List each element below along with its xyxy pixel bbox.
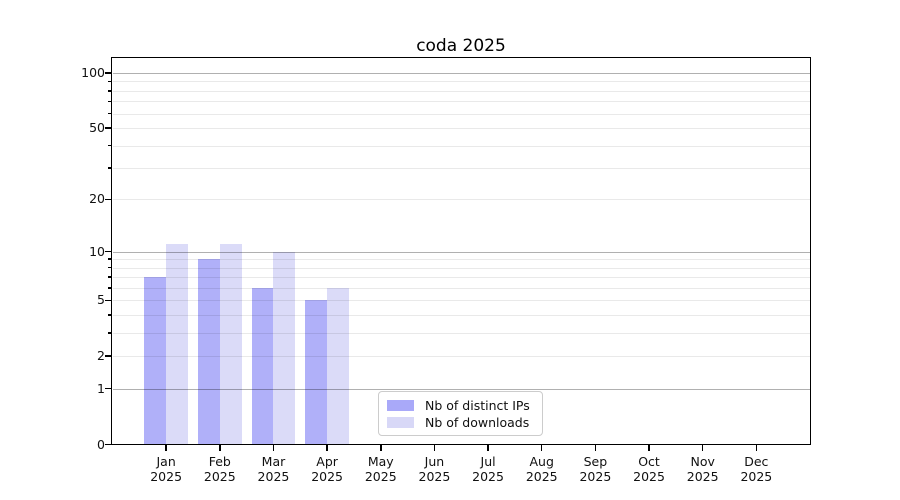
x-tick-label-jul: Jul 2025 xyxy=(472,454,504,484)
y-tick-label-10: 10 xyxy=(89,243,105,259)
gridline-minor-8 xyxy=(112,267,810,269)
gridline-minor-5 xyxy=(112,300,810,302)
gridline-minor-3 xyxy=(112,332,810,334)
y-tick-label-50: 50 xyxy=(89,120,105,136)
gridline-minor-90 xyxy=(112,81,810,83)
y-tick-0 xyxy=(104,443,112,446)
y-minortick-6 xyxy=(108,287,112,289)
chart-title: coda 2025 xyxy=(416,36,506,56)
bar-downloads-apr xyxy=(327,287,349,445)
x-tick-mar xyxy=(272,444,275,451)
bar-distinct-ips-mar xyxy=(251,287,274,445)
gridline-minor-4 xyxy=(112,314,810,316)
bar-downloads-mar xyxy=(273,251,296,445)
bar-distinct-ips-jan xyxy=(144,277,167,445)
y-tick-50 xyxy=(104,127,112,129)
x-tick-label-dec: Dec 2025 xyxy=(740,454,773,484)
x-tick-apr xyxy=(326,444,328,451)
y-minortick-40 xyxy=(108,144,112,147)
plot-area xyxy=(112,59,810,445)
gridline-minor-40 xyxy=(112,145,810,147)
legend-swatch-distinct-ips xyxy=(387,400,414,411)
x-tick-label-mar: Mar 2025 xyxy=(257,454,290,484)
gridline-minor-70 xyxy=(112,101,810,103)
x-tick-label-apr: Apr 2025 xyxy=(311,454,344,484)
gridline-minor-20 xyxy=(112,199,810,201)
y-tick-label-0: 0 xyxy=(97,436,105,452)
x-tick-may xyxy=(380,444,382,451)
x-tick-label-sep: Sep 2025 xyxy=(579,454,612,484)
gridline-minor-6 xyxy=(112,287,810,289)
x-tick-label-aug: Aug 2025 xyxy=(525,454,558,484)
y-minortick-80 xyxy=(108,90,112,92)
x-tick-aug xyxy=(540,444,543,451)
y-tick-label-5: 5 xyxy=(97,292,105,308)
gridline-major-100 xyxy=(112,73,810,75)
y-minortick-7 xyxy=(108,276,112,278)
x-tick-sep xyxy=(594,444,597,451)
x-tick-label-jan: Jan 2025 xyxy=(150,454,183,484)
legend-item-downloads: Nb of downloads xyxy=(387,414,534,431)
x-tick-feb xyxy=(219,444,221,451)
y-minortick-60 xyxy=(108,112,112,115)
gridline-minor-60 xyxy=(112,113,810,115)
y-minortick-4 xyxy=(108,314,112,316)
x-tick-jan xyxy=(165,444,167,451)
gridline-minor-2 xyxy=(112,356,810,358)
gridline-minor-50 xyxy=(112,128,810,130)
y-tick-label-20: 20 xyxy=(89,191,105,207)
bar-downloads-jan xyxy=(166,244,188,445)
bar-distinct-ips-feb xyxy=(198,259,220,445)
x-tick-nov xyxy=(701,444,704,451)
y-minortick-3 xyxy=(108,332,112,334)
y-tick-label-100: 100 xyxy=(81,65,105,81)
legend-label-downloads: Nb of downloads xyxy=(425,415,530,430)
bar-downloads-feb xyxy=(219,244,242,445)
y-minortick-90 xyxy=(108,80,112,83)
x-tick-label-feb: Feb 2025 xyxy=(203,454,236,484)
y-minortick-8 xyxy=(108,266,112,269)
x-tick-label-oct: Oct 2025 xyxy=(633,454,665,484)
y-tick-1 xyxy=(104,387,112,390)
y-tick-20 xyxy=(104,198,112,201)
y-tick-2 xyxy=(104,355,112,357)
x-tick-dec xyxy=(755,444,758,451)
y-minortick-70 xyxy=(108,100,112,103)
y-tick-label-2: 2 xyxy=(97,348,105,364)
x-tick-label-nov: Nov 2025 xyxy=(686,454,719,484)
x-tick-oct xyxy=(648,444,650,451)
gridline-minor-80 xyxy=(112,90,810,92)
gridline-major-10 xyxy=(112,251,810,253)
y-minortick-30 xyxy=(108,167,112,169)
gridline-minor-9 xyxy=(112,259,810,261)
x-tick-label-may: May 2025 xyxy=(364,454,397,484)
gridline-minor-30 xyxy=(112,168,810,170)
y-tick-5 xyxy=(104,299,112,302)
legend-swatch-downloads xyxy=(387,417,414,428)
legend: Nb of distinct IPs Nb of downloads xyxy=(378,391,543,436)
bar-distinct-ips-apr xyxy=(305,300,328,445)
x-tick-jul xyxy=(487,444,489,451)
y-minortick-9 xyxy=(108,258,112,260)
y-tick-100 xyxy=(104,72,112,74)
x-tick-label-jun: Jun 2025 xyxy=(418,454,451,484)
x-tick-jun xyxy=(433,444,436,451)
legend-label-distinct-ips: Nb of distinct IPs xyxy=(425,398,530,413)
y-tick-10 xyxy=(104,250,112,253)
legend-item-distinct-ips: Nb of distinct IPs xyxy=(387,397,534,414)
gridline-major-1 xyxy=(112,388,810,390)
gridline-minor-7 xyxy=(112,277,810,279)
y-tick-label-1: 1 xyxy=(97,380,105,396)
